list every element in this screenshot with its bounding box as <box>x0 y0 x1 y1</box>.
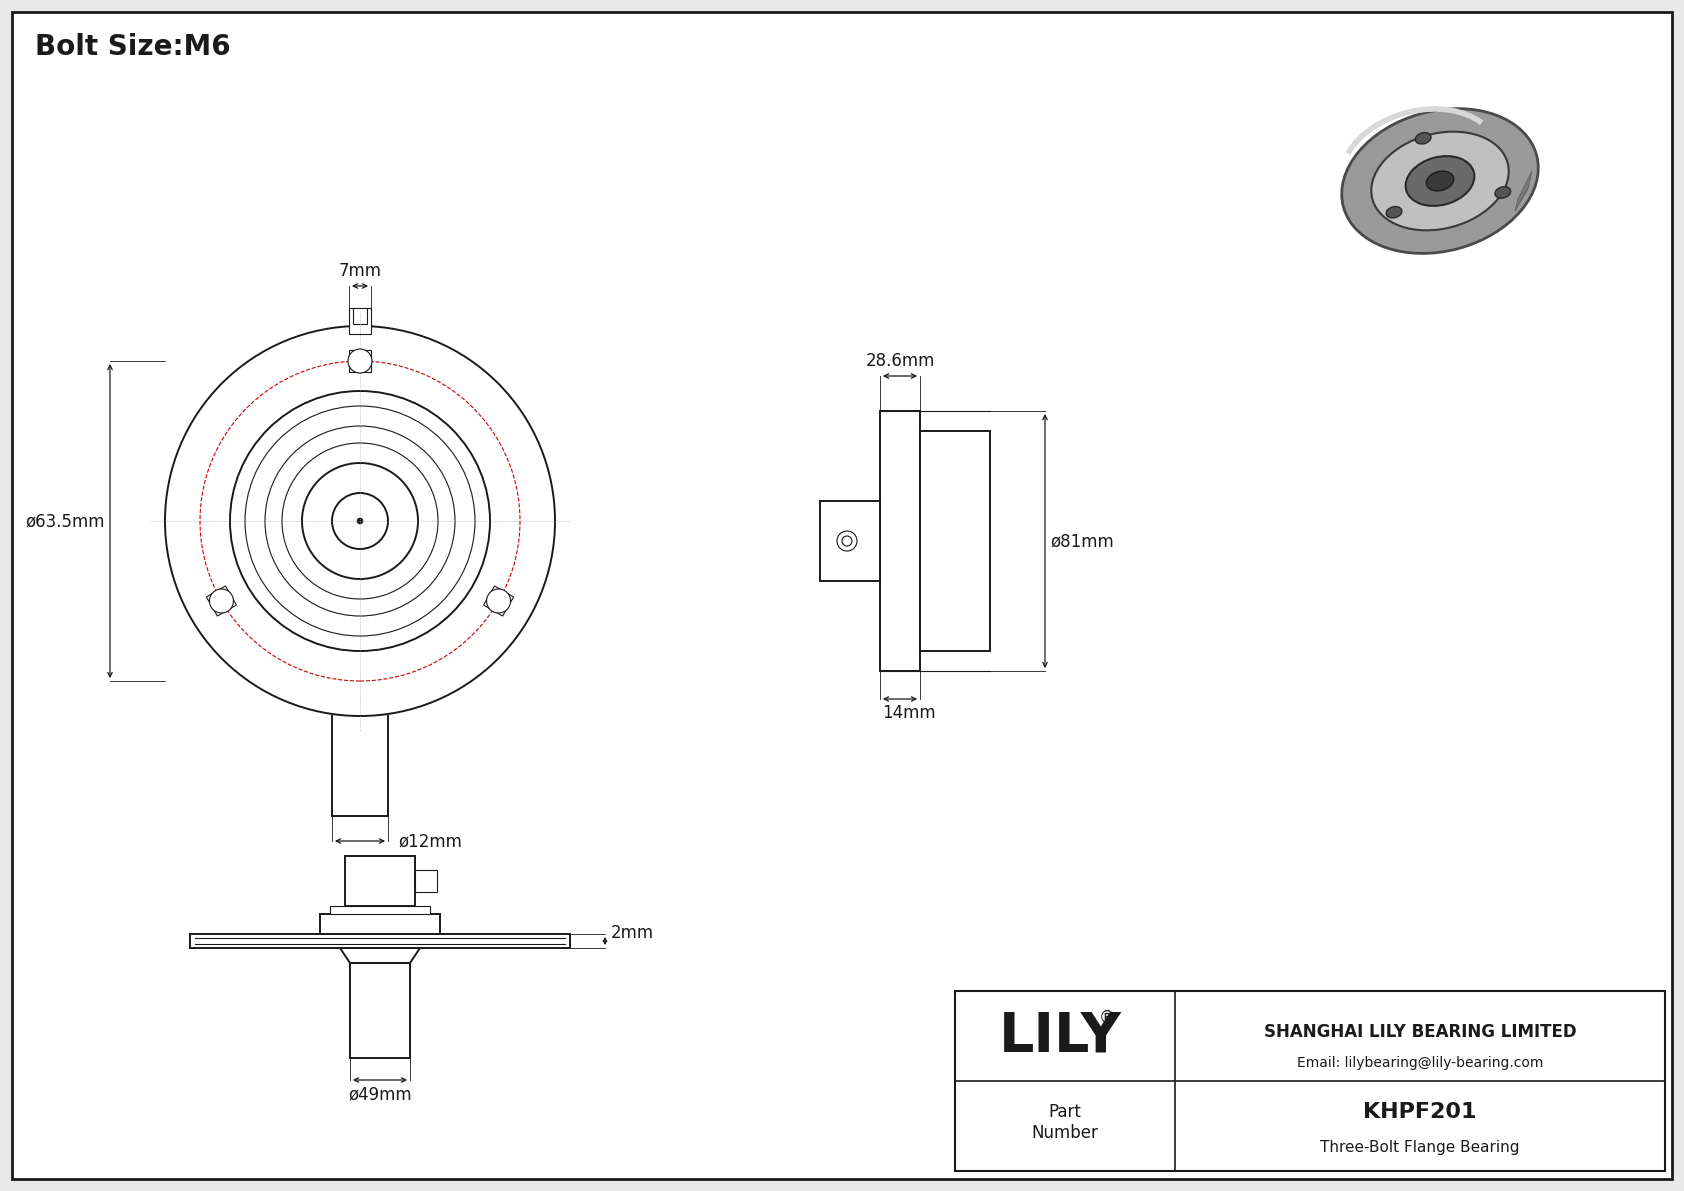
Text: 7mm: 7mm <box>338 262 382 280</box>
Circle shape <box>357 518 364 524</box>
Text: Three-Bolt Flange Bearing: Three-Bolt Flange Bearing <box>1320 1140 1519 1155</box>
Text: Part
Number: Part Number <box>1032 1103 1098 1142</box>
Ellipse shape <box>1415 132 1431 144</box>
Text: 28.6mm: 28.6mm <box>866 353 935 370</box>
Ellipse shape <box>1426 172 1453 191</box>
Text: Email: lilybearing@lily-bearing.com: Email: lilybearing@lily-bearing.com <box>1297 1056 1543 1070</box>
Text: LILY: LILY <box>999 1009 1122 1064</box>
Polygon shape <box>349 350 370 372</box>
Polygon shape <box>1516 172 1532 211</box>
Text: ø63.5mm: ø63.5mm <box>25 512 104 530</box>
Text: 14mm: 14mm <box>882 704 936 722</box>
Text: 2mm: 2mm <box>611 924 653 942</box>
Text: SHANGHAI LILY BEARING LIMITED: SHANGHAI LILY BEARING LIMITED <box>1263 1023 1576 1041</box>
Ellipse shape <box>1495 187 1511 198</box>
Text: ®: ® <box>1098 1009 1115 1027</box>
Text: ø49mm: ø49mm <box>349 1085 413 1103</box>
Bar <box>345 856 414 906</box>
Bar <box>820 501 881 581</box>
Circle shape <box>842 536 852 545</box>
Bar <box>881 411 919 671</box>
Text: ø81mm: ø81mm <box>1051 532 1113 550</box>
Text: ø12mm: ø12mm <box>397 833 461 850</box>
Bar <box>349 308 370 333</box>
Text: KHPF201: KHPF201 <box>1364 1102 1477 1122</box>
Bar <box>414 869 438 892</box>
Bar <box>919 431 990 651</box>
Bar <box>190 934 569 948</box>
Polygon shape <box>483 586 514 616</box>
Ellipse shape <box>1386 206 1401 218</box>
Polygon shape <box>340 948 419 964</box>
Circle shape <box>349 349 372 373</box>
Circle shape <box>209 590 234 613</box>
Ellipse shape <box>1371 132 1509 230</box>
Bar <box>350 964 409 1058</box>
Bar <box>330 906 429 913</box>
Circle shape <box>837 531 857 551</box>
Bar <box>320 913 440 934</box>
Bar <box>955 991 1665 1171</box>
Bar <box>354 308 367 324</box>
Ellipse shape <box>1342 108 1537 254</box>
Polygon shape <box>207 586 236 616</box>
Ellipse shape <box>1406 156 1475 206</box>
Circle shape <box>487 590 510 613</box>
Text: Bolt Size:M6: Bolt Size:M6 <box>35 33 231 61</box>
